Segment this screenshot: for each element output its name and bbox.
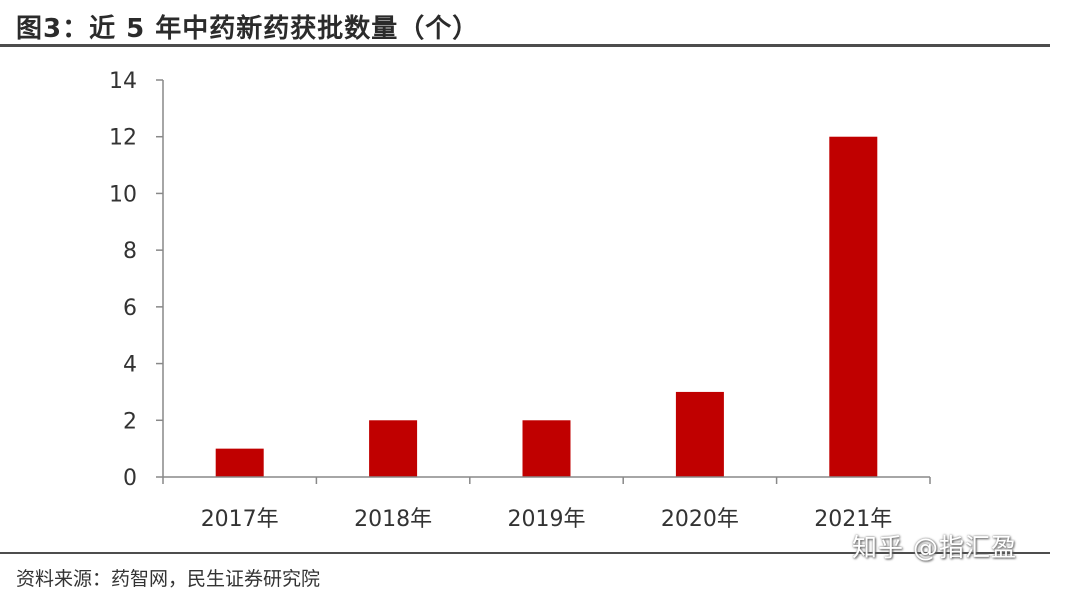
x-axis-ticks [162, 477, 931, 484]
bar-2018年 [369, 420, 418, 477]
y-tick-label: 0 [123, 466, 137, 491]
source-note: 资料来源：药智网，民生证券研究院 [16, 568, 321, 590]
x-tick-label: 2019年 [508, 507, 586, 532]
y-tick-label: 14 [109, 69, 137, 94]
x-tick-label: 2018年 [354, 507, 432, 532]
y-tick-label: 8 [123, 239, 137, 264]
bar-2021年 [829, 136, 878, 477]
bar-2020年 [675, 391, 724, 477]
y-tick-label: 6 [123, 296, 137, 321]
title-rule [0, 44, 1050, 47]
x-axis-labels: 2017年 2018年 2019年 2020年 2021年 [201, 507, 893, 532]
watermark: 知乎 @指汇盈 [852, 533, 1017, 562]
y-tick-label: 2 [123, 409, 137, 434]
figure-title: 图3：近 5 年中药新药获批数量（个） [16, 14, 480, 44]
y-tick-label: 10 [109, 182, 137, 207]
footer-rule [0, 552, 1050, 554]
x-tick-label: 2021年 [814, 507, 892, 532]
y-axis-ticks: 0 2 4 6 8 10 12 14 [109, 69, 163, 491]
y-tick-label: 12 [109, 126, 137, 151]
x-tick-label: 2017年 [201, 507, 279, 532]
bar-2019年 [522, 420, 571, 477]
y-tick-label: 4 [123, 353, 137, 378]
bars [215, 136, 878, 477]
x-tick-label: 2020年 [661, 507, 739, 532]
bar-2017年 [215, 448, 264, 477]
